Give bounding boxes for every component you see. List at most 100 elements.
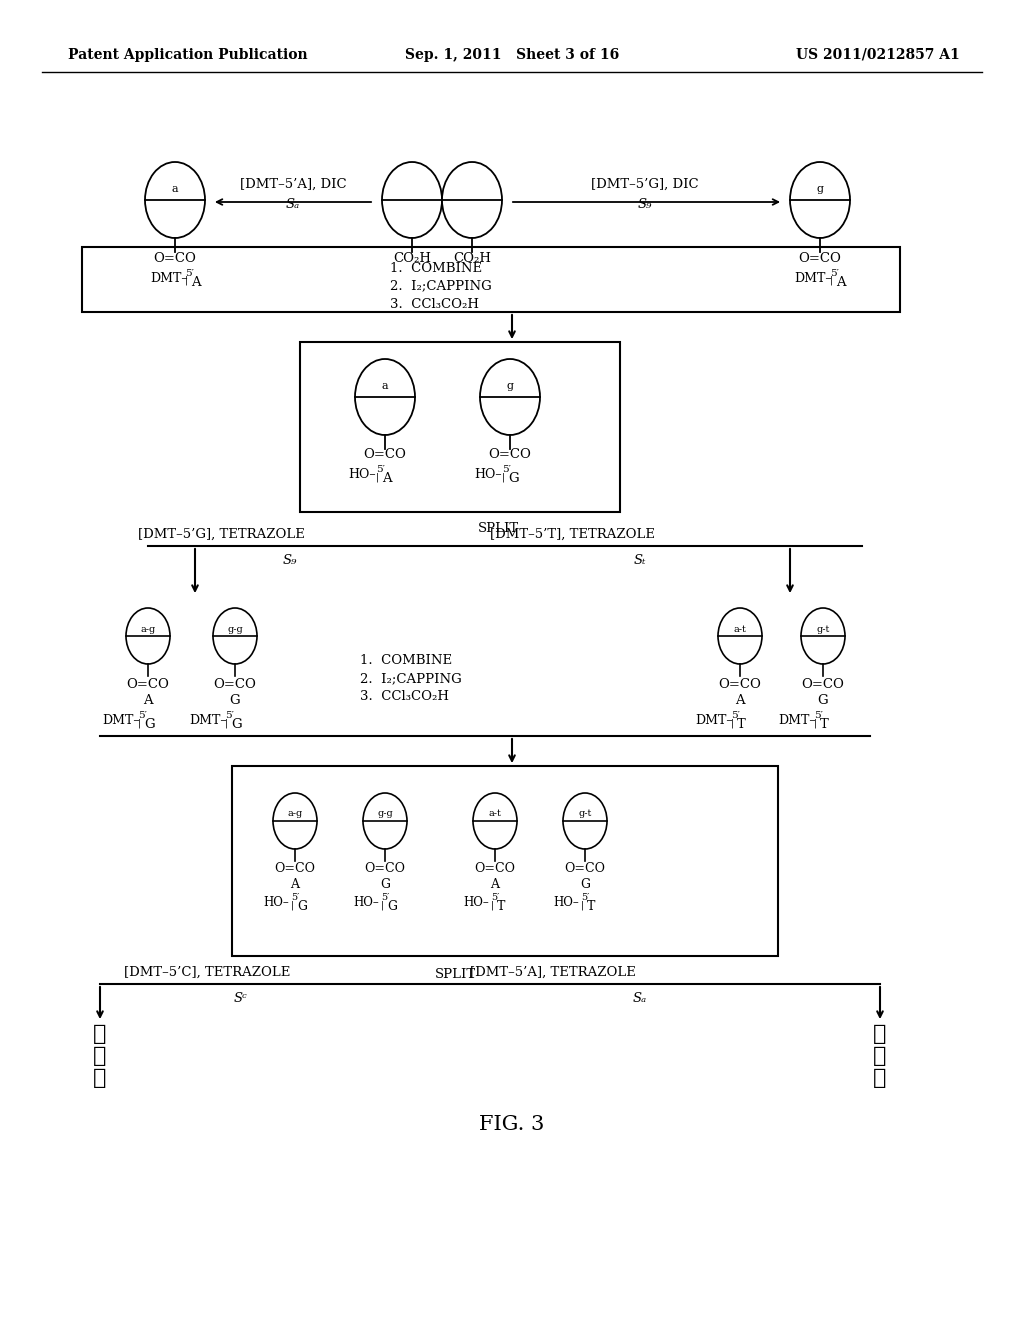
Text: 5′: 5′	[381, 894, 389, 903]
Ellipse shape	[480, 359, 540, 436]
Text: 1.  COMBINE: 1. COMBINE	[390, 261, 482, 275]
Text: |: |	[225, 718, 228, 727]
Text: [DMT–5’G], TETRAZOLE: [DMT–5’G], TETRAZOLE	[138, 528, 305, 540]
Text: A: A	[836, 276, 846, 289]
Text: HO–: HO–	[348, 469, 376, 482]
Ellipse shape	[213, 609, 257, 664]
Text: 1.  COMBINE: 1. COMBINE	[360, 655, 453, 668]
Text: T: T	[820, 718, 828, 731]
Text: Sₜ: Sₜ	[634, 553, 646, 566]
Text: DMT–: DMT–	[150, 272, 187, 285]
Ellipse shape	[355, 359, 415, 436]
Ellipse shape	[563, 793, 607, 849]
Text: g: g	[816, 185, 823, 194]
Text: ⋮: ⋮	[93, 1023, 106, 1045]
Text: g-t: g-t	[579, 809, 592, 818]
Text: DMT–: DMT–	[794, 272, 831, 285]
Text: Sₐ: Sₐ	[633, 991, 647, 1005]
Ellipse shape	[362, 793, 407, 849]
Text: [DMT–5’G], DIC: [DMT–5’G], DIC	[591, 177, 698, 190]
Text: HO–: HO–	[553, 896, 579, 909]
Text: HO–: HO–	[263, 896, 289, 909]
Text: G: G	[818, 694, 828, 708]
Text: ⋮: ⋮	[873, 1067, 887, 1089]
Text: 5′: 5′	[138, 711, 147, 721]
Ellipse shape	[790, 162, 850, 238]
Text: CO₂H: CO₂H	[453, 252, 490, 264]
Ellipse shape	[718, 609, 762, 664]
Text: O=CO: O=CO	[274, 862, 315, 875]
Ellipse shape	[145, 162, 205, 238]
Text: [DMT–5’A], TETRAZOLE: [DMT–5’A], TETRAZOLE	[470, 965, 636, 978]
Text: HO–: HO–	[353, 896, 379, 909]
Ellipse shape	[473, 793, 517, 849]
Text: O=CO: O=CO	[488, 449, 531, 462]
Text: a-t: a-t	[733, 624, 746, 634]
Text: O=CO: O=CO	[719, 677, 762, 690]
Text: 2.  I₂;CAPPING: 2. I₂;CAPPING	[360, 672, 462, 685]
Text: |: |	[138, 718, 141, 727]
Text: A: A	[382, 473, 391, 486]
Text: O=CO: O=CO	[799, 252, 842, 264]
Text: G: G	[508, 473, 518, 486]
Text: DMT–: DMT–	[189, 714, 226, 727]
Text: ⋮: ⋮	[873, 1045, 887, 1067]
Text: DMT–: DMT–	[695, 714, 732, 727]
Text: a: a	[382, 381, 388, 391]
Text: A: A	[191, 276, 201, 289]
Text: G: G	[231, 718, 242, 731]
Text: O=CO: O=CO	[154, 252, 197, 264]
Text: ⋮: ⋮	[93, 1067, 106, 1089]
Text: O=CO: O=CO	[365, 862, 406, 875]
Text: |: |	[814, 718, 817, 727]
Text: a-g: a-g	[140, 624, 156, 634]
Text: G: G	[380, 878, 390, 891]
Text: T: T	[497, 900, 506, 913]
Text: |: |	[581, 900, 584, 909]
Text: DMT–: DMT–	[102, 714, 139, 727]
Text: FIG. 3: FIG. 3	[479, 1114, 545, 1134]
Bar	[300, 342, 620, 512]
Ellipse shape	[382, 162, 442, 238]
Text: HO–: HO–	[474, 469, 502, 482]
Text: |: |	[185, 276, 188, 285]
Text: ⋮: ⋮	[93, 1045, 106, 1067]
Text: O=CO: O=CO	[474, 862, 515, 875]
Text: 5′: 5′	[225, 711, 234, 721]
Text: Patent Application Publication: Patent Application Publication	[68, 48, 307, 62]
Text: G: G	[229, 694, 241, 708]
Text: A: A	[143, 694, 153, 708]
Text: A: A	[490, 878, 500, 891]
Text: a-g: a-g	[288, 809, 303, 818]
Text: 5′: 5′	[502, 466, 511, 474]
Text: |: |	[830, 276, 834, 285]
Text: S₉: S₉	[638, 198, 652, 210]
Text: |: |	[502, 473, 505, 482]
Text: S₉: S₉	[283, 553, 297, 566]
Text: Sₐ: Sₐ	[286, 198, 300, 210]
Text: g-t: g-t	[816, 624, 829, 634]
Text: 5′: 5′	[185, 268, 194, 277]
Text: |: |	[731, 718, 734, 727]
Text: CO₂H: CO₂H	[393, 252, 431, 264]
Ellipse shape	[801, 609, 845, 664]
Text: |: |	[291, 900, 294, 909]
Text: 3.  CCl₃CO₂H: 3. CCl₃CO₂H	[390, 297, 479, 310]
Text: O=CO: O=CO	[564, 862, 605, 875]
Text: SPLIT: SPLIT	[435, 968, 476, 981]
Text: US 2011/0212857 A1: US 2011/0212857 A1	[797, 48, 961, 62]
Text: G: G	[297, 900, 307, 913]
Text: |: |	[381, 900, 384, 909]
Bar	[82, 247, 900, 312]
Text: G: G	[580, 878, 590, 891]
Text: Sᶜ: Sᶜ	[233, 991, 247, 1005]
Text: g: g	[507, 381, 513, 391]
Text: 5′: 5′	[376, 466, 385, 474]
Text: Sep. 1, 2011   Sheet 3 of 16: Sep. 1, 2011 Sheet 3 of 16	[404, 48, 620, 62]
Text: DMT–: DMT–	[778, 714, 816, 727]
Text: 3.  CCl₃CO₂H: 3. CCl₃CO₂H	[360, 690, 449, 704]
Text: a-t: a-t	[488, 809, 502, 818]
Text: O=CO: O=CO	[802, 677, 845, 690]
Text: ⋮: ⋮	[873, 1023, 887, 1045]
Ellipse shape	[442, 162, 502, 238]
